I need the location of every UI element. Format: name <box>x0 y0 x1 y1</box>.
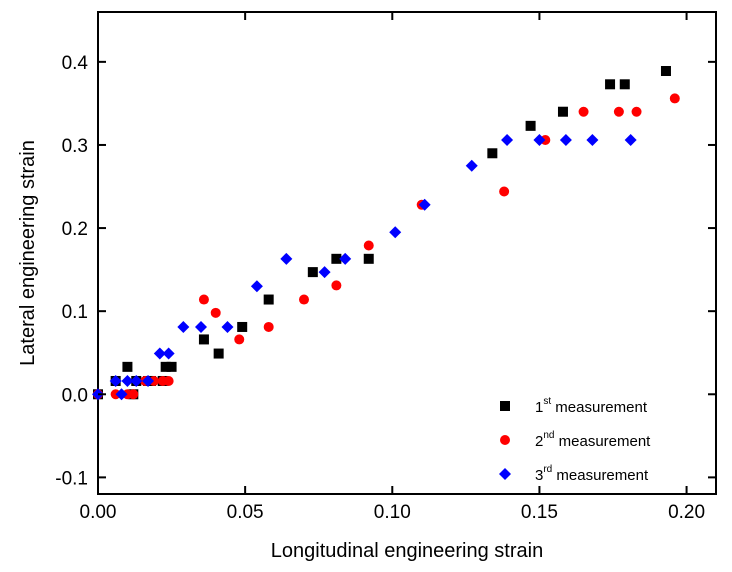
data-point <box>501 133 514 146</box>
data-point <box>331 280 342 291</box>
data-point <box>487 148 498 159</box>
legend-marker <box>500 401 510 411</box>
data-point <box>162 347 175 360</box>
x-axis-ticks: 0.00 0.05 0.10 0.15 0.20 <box>80 12 705 523</box>
data-point <box>263 294 274 305</box>
data-point <box>557 106 568 117</box>
data-point <box>318 266 331 279</box>
data-point <box>128 389 139 400</box>
data-point <box>586 133 599 146</box>
data-point <box>122 361 133 372</box>
y-tick-label: -0.1 <box>55 468 88 489</box>
data-point <box>578 106 589 117</box>
data-point <box>605 79 616 90</box>
data-point <box>280 252 293 265</box>
data-point <box>363 240 374 251</box>
data-point <box>263 321 274 332</box>
data-point <box>109 374 122 387</box>
data-point <box>195 320 207 333</box>
data-point <box>177 320 190 333</box>
data-point <box>160 361 171 372</box>
y-tick-label: 0.0 <box>62 385 88 406</box>
data-point <box>525 120 536 131</box>
legend-label: 2nd measurement <box>535 430 651 450</box>
x-axis-title: Longitudinal engineering strain <box>271 540 543 562</box>
data-point <box>624 133 637 146</box>
y-axis-title: Lateral engineering strain <box>17 140 39 366</box>
data-point <box>299 294 309 305</box>
data-point <box>163 375 174 386</box>
data-point <box>234 334 245 345</box>
x-tick-label: 0.05 <box>227 502 264 523</box>
y-axis-ticks: -0.1 0.0 0.1 0.2 0.3 0.4 <box>55 53 716 489</box>
data-marks <box>92 66 680 401</box>
y-tick-label: 0.2 <box>62 219 88 240</box>
y-tick-label: 0.3 <box>62 136 88 157</box>
legend-label: 1st measurement <box>535 396 648 416</box>
legend-marker <box>499 468 511 480</box>
data-point <box>210 307 221 318</box>
data-point <box>213 348 224 359</box>
data-point <box>250 280 263 293</box>
data-point <box>613 106 624 117</box>
y-tick-label: 0.1 <box>62 302 88 323</box>
data-point <box>660 66 671 77</box>
legend: 1st measurement 2nd measurement 3rd measur… <box>499 396 651 484</box>
data-point <box>559 133 572 146</box>
y-tick-label: 0.4 <box>62 53 89 74</box>
data-point <box>307 267 318 278</box>
data-point <box>142 374 155 387</box>
data-point <box>533 133 546 146</box>
data-point <box>221 320 234 333</box>
legend-label: 3rd measurement <box>535 464 649 484</box>
data-point <box>237 321 248 332</box>
data-point <box>499 186 510 197</box>
data-point <box>166 361 177 372</box>
data-point <box>631 106 642 117</box>
data-point <box>198 294 209 305</box>
data-point <box>130 374 143 387</box>
x-tick-label: 0.15 <box>521 502 558 523</box>
data-point <box>465 159 478 172</box>
data-point <box>339 252 352 265</box>
data-point <box>363 253 374 264</box>
data-point <box>198 334 209 345</box>
data-point <box>389 226 402 239</box>
data-point <box>331 253 342 264</box>
data-point <box>669 93 680 104</box>
data-point <box>418 198 431 211</box>
data-point <box>153 347 166 360</box>
legend-marker <box>500 435 510 445</box>
plot-area: 0.00 0.05 0.10 0.15 0.20 -0.1 0.0 0.1 0.2 0.3 0.4 <box>55 11 717 523</box>
data-point <box>115 388 128 401</box>
plot-frame <box>97 11 717 495</box>
series-diamond <box>92 133 637 401</box>
data-point <box>619 79 630 90</box>
data-point <box>121 374 134 387</box>
x-tick-label: 0.20 <box>668 502 705 523</box>
x-tick-label: 0.10 <box>374 502 411 523</box>
x-tick-label: 0.00 <box>80 502 117 523</box>
